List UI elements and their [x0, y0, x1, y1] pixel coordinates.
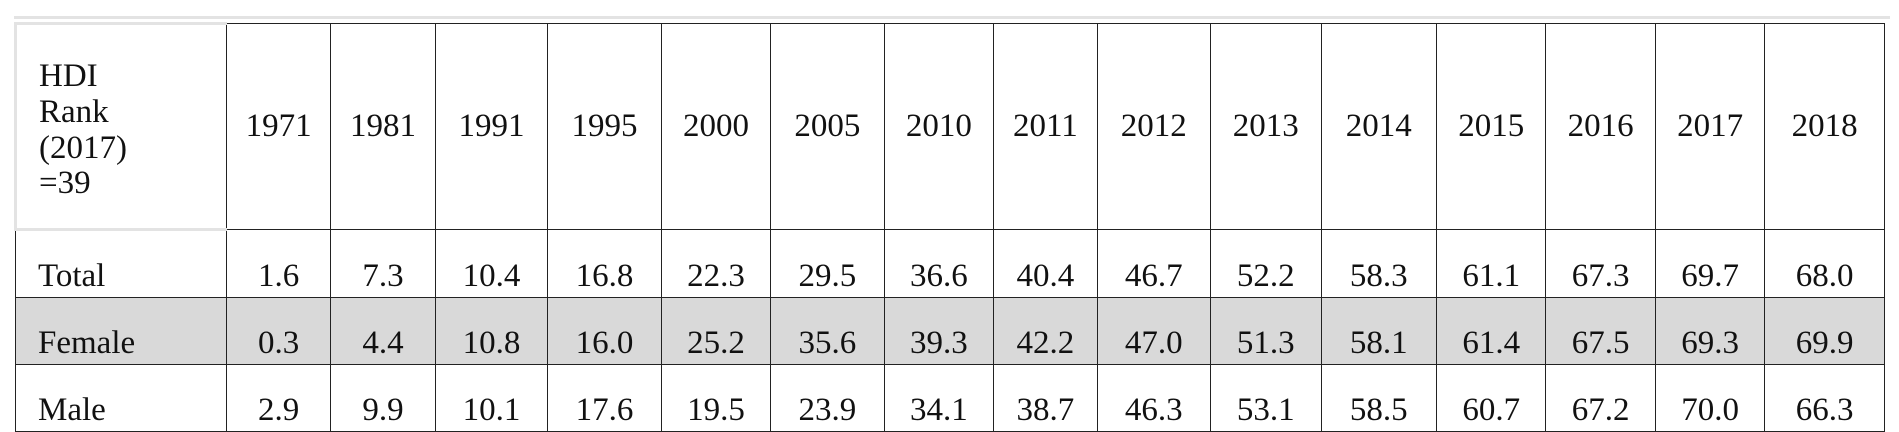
table-cell-value: 61.1 — [1435, 229, 1547, 298]
table-cell-value: 0.3 — [225, 297, 332, 365]
table-cell-value: 46.7 — [1096, 229, 1212, 298]
table-cell-value: 10.4 — [434, 229, 549, 298]
table-cell-value: 36.6 — [883, 229, 995, 298]
table-cell-value: 1.6 — [225, 229, 332, 298]
table-cell-value: 35.6 — [770, 297, 885, 365]
table-cell-value: 67.5 — [1545, 297, 1656, 365]
table-cell-value: 58.1 — [1320, 297, 1437, 365]
table-row: Female 0.3 4.4 10.8 16.0 25.2 35.6 39.3 42.2 47.0… — [15, 297, 1885, 365]
table-cell-value: 7.3 — [330, 229, 436, 298]
row-label: Total — [15, 229, 227, 298]
column-header-year: 2016 — [1545, 23, 1656, 230]
table-cell-value: 53.1 — [1210, 364, 1322, 432]
table-cell-value: 52.2 — [1210, 229, 1322, 298]
column-header-year: 1991 — [434, 23, 549, 230]
column-header-year: 2013 — [1210, 23, 1322, 230]
table-cell-value: 40.4 — [993, 229, 1098, 298]
table-cell-value: 60.7 — [1435, 364, 1547, 432]
column-header-year: 1995 — [547, 23, 662, 230]
table-cell-value: 51.3 — [1210, 297, 1322, 365]
table-cell-value: 70.0 — [1654, 364, 1766, 432]
column-header-year: 1981 — [330, 23, 436, 230]
table-cell-value: 25.2 — [660, 297, 772, 365]
table-cell-value: 29.5 — [770, 229, 885, 298]
table-cell-value: 66.3 — [1764, 364, 1885, 432]
table-cell-value: 39.3 — [883, 297, 995, 365]
column-header-year: 2012 — [1096, 23, 1212, 230]
table-cell-value: 17.6 — [547, 364, 662, 432]
table-cell-value: 10.8 — [434, 297, 549, 365]
table-cell-value: 69.9 — [1764, 297, 1885, 365]
table-cell-value: 9.9 — [330, 364, 436, 432]
table-cell-value: 47.0 — [1096, 297, 1212, 365]
hdi-data-table: HDI Rank (2017) =39 1971 1981 1991 1995 2000 2… — [14, 22, 1885, 432]
table-cell-value: 67.3 — [1545, 229, 1656, 298]
table-cell-value: 61.4 — [1435, 297, 1547, 365]
row-label: Female — [15, 297, 227, 365]
table-row: Male 2.9 9.9 10.1 17.6 19.5 23.9 34.1 38.7 46.3 53… — [15, 364, 1885, 432]
table-cell-value: 34.1 — [883, 364, 995, 432]
table-cell-value: 58.3 — [1320, 229, 1437, 298]
column-header-year: 2011 — [993, 23, 1098, 230]
column-header-year: 2014 — [1320, 23, 1437, 230]
column-header-year: 2017 — [1654, 23, 1766, 230]
document-page: HDI Rank (2017) =39 1971 1981 1991 1995 2000 2… — [14, 16, 1890, 432]
table-cell-value: 69.7 — [1654, 229, 1766, 298]
table-cell-value: 68.0 — [1764, 229, 1885, 298]
table-cell-value: 16.0 — [547, 297, 662, 365]
row-label: Male — [15, 364, 227, 432]
column-header-year: 1971 — [225, 23, 332, 230]
table-cell-value: 58.5 — [1320, 364, 1437, 432]
table-cell-value: 67.2 — [1545, 364, 1656, 432]
table-cell-value: 22.3 — [660, 229, 772, 298]
table-cell-value: 23.9 — [770, 364, 885, 432]
column-header-year: 2010 — [883, 23, 995, 230]
table-cell-value: 4.4 — [330, 297, 436, 365]
header-row: HDI Rank (2017) =39 1971 1981 1991 1995 2000 2… — [14, 22, 1885, 231]
column-header-year: 2005 — [770, 23, 885, 230]
column-header-year: 2000 — [660, 23, 772, 230]
table-row: Total 1.6 7.3 10.4 16.8 22.3 29.5 36.6 40.4 46.7 5… — [15, 229, 1885, 298]
table-cell-value: 2.9 — [225, 364, 332, 432]
column-header-year: 2018 — [1764, 23, 1885, 230]
table-cell-value: 42.2 — [993, 297, 1098, 365]
corner-header-cell: HDI Rank (2017) =39 — [14, 22, 227, 231]
table-cell-value: 69.3 — [1654, 297, 1766, 365]
table-cell-value: 16.8 — [547, 229, 662, 298]
corner-label: HDI Rank (2017) =39 — [39, 58, 127, 202]
table-cell-value: 10.1 — [434, 364, 549, 432]
column-header-year: 2015 — [1435, 23, 1547, 230]
table-cell-value: 46.3 — [1096, 364, 1212, 432]
table-cell-value: 38.7 — [993, 364, 1098, 432]
table-cell-value: 19.5 — [660, 364, 772, 432]
